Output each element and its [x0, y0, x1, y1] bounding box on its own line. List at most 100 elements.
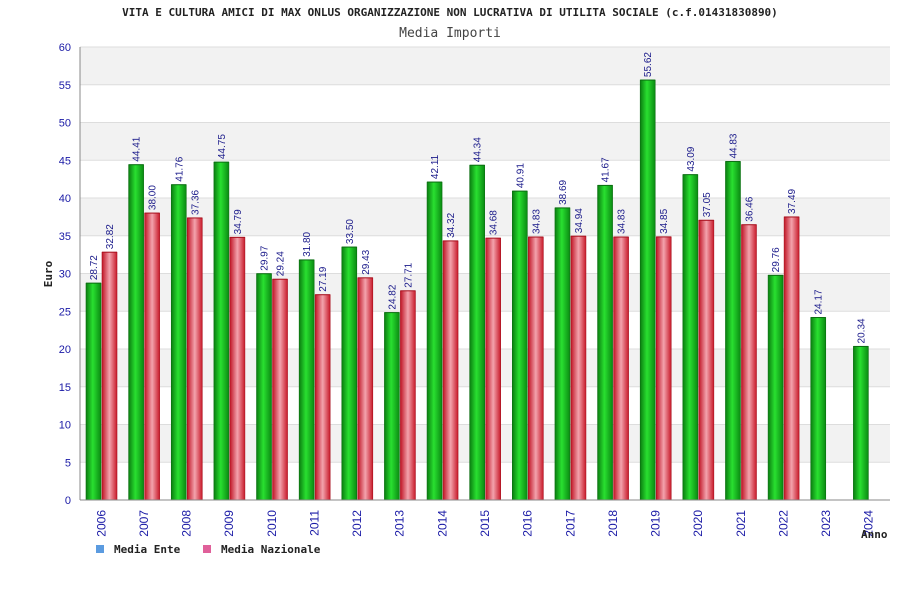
legend-label-media-nazionale: Media Nazionale [221, 543, 321, 556]
data-label-media-ente-2018: 41.67 [601, 157, 612, 182]
grid-band [80, 160, 890, 198]
legend-swatch-media-nazionale [203, 545, 211, 553]
y-tick-label: 45 [59, 155, 71, 167]
data-label-media-nazionale-2006: 32.82 [105, 224, 116, 249]
x-tick-label: 2006 [94, 510, 108, 537]
bar-media-nazionale-2009 [229, 237, 246, 501]
bar-media-ente-2011 [298, 259, 315, 501]
y-tick-label: 15 [59, 382, 71, 394]
bar-media-nazionale-2011 [314, 294, 331, 501]
data-label-media-nazionale-2008: 37.36 [190, 189, 201, 214]
bar-media-ente-2009 [213, 161, 230, 501]
data-label-media-ente-2021: 44.83 [728, 133, 739, 158]
data-label-media-nazionale-2014: 34.32 [446, 212, 457, 237]
data-label-media-ente-2020: 43.09 [686, 146, 697, 171]
x-tick-label: 2016 [521, 510, 535, 537]
data-label-media-nazionale-2018: 34.83 [617, 209, 628, 234]
grid-band [80, 122, 890, 161]
x-tick-label: 2009 [222, 510, 236, 537]
x-tick-label: 2007 [137, 510, 151, 537]
data-label-media-ente-2022: 29.76 [771, 247, 782, 272]
x-tick-label: 2011 [307, 510, 321, 536]
y-tick-label: 50 [59, 118, 71, 130]
bar-media-ente-2018 [597, 185, 613, 501]
data-label-media-nazionale-2007: 38.00 [148, 185, 159, 210]
data-label-media-nazionale-2021: 36.46 [744, 196, 755, 221]
x-tick-label: 2021 [734, 510, 748, 537]
y-tick-label: 60 [59, 42, 71, 54]
data-label-media-ente-2016: 40.91 [515, 163, 526, 188]
data-label-media-nazionale-2022: 37.49 [787, 188, 798, 213]
x-tick-label: 2018 [606, 510, 620, 537]
x-tick-label: 2010 [265, 510, 279, 537]
data-label-media-ente-2023: 24.17 [814, 289, 825, 314]
bar-media-ente-2010 [256, 273, 272, 501]
data-label-media-ente-2015: 44.34 [473, 137, 484, 162]
x-tick-label: 2024 [862, 510, 876, 537]
data-label-media-ente-2012: 33.50 [345, 219, 356, 244]
grid-band [80, 84, 890, 123]
data-label-media-nazionale-2019: 34.85 [659, 208, 670, 233]
bar-media-ente-2012 [341, 246, 358, 501]
x-tick-label: 2014 [435, 510, 449, 537]
chart-subtitle: Media Importi [399, 26, 501, 41]
x-tick-label: 2017 [563, 510, 577, 537]
data-label-media-nazionale-2011: 27.19 [318, 266, 329, 291]
x-tick-label: 2013 [393, 510, 407, 537]
bar-media-ente-2015 [469, 164, 485, 501]
bar-media-ente-2013 [384, 312, 400, 501]
bar-media-nazionale-2019 [655, 236, 672, 501]
data-label-media-nazionale-2020: 37.05 [702, 192, 713, 217]
data-label-media-ente-2013: 24.82 [387, 284, 398, 309]
x-tick-label: 2020 [691, 510, 705, 537]
data-label-media-nazionale-2009: 34.79 [233, 209, 244, 234]
legend-label-media-ente: Media Ente [114, 543, 181, 556]
data-label-media-ente-2008: 41.76 [174, 156, 185, 181]
x-tick-label: 2019 [649, 510, 663, 537]
bar-media-nazionale-2021 [741, 224, 757, 501]
bar-media-ente-2022 [767, 275, 784, 501]
y-axis-label: Euro [42, 260, 55, 287]
bar-media-nazionale-2012 [357, 277, 374, 501]
data-label-media-nazionale-2013: 27.71 [403, 262, 414, 287]
bar-media-nazionale-2022 [783, 216, 800, 501]
y-tick-label: 25 [59, 306, 71, 318]
x-axis-label: Anno [861, 528, 888, 541]
data-label-media-ente-2010: 29.97 [260, 245, 271, 270]
bar-media-nazionale-2010 [272, 278, 288, 501]
data-label-media-ente-2019: 55.62 [643, 52, 654, 77]
data-label-media-ente-2011: 31.80 [302, 231, 313, 256]
y-tick-label: 0 [65, 495, 71, 507]
bar-media-ente-2006 [85, 282, 102, 501]
data-label-media-nazionale-2016: 34.83 [531, 209, 542, 234]
data-label-media-ente-2014: 42.11 [430, 154, 441, 179]
y-tick-label: 40 [59, 193, 71, 205]
x-tick-label: 2012 [350, 510, 364, 537]
x-tick-label: 2022 [776, 510, 790, 537]
x-tick-label: 2023 [819, 510, 833, 537]
bar-media-nazionale-2008 [186, 217, 203, 501]
data-label-media-nazionale-2017: 34.94 [574, 208, 585, 233]
bar-media-nazionale-2014 [442, 240, 459, 501]
data-label-media-ente-2009: 44.75 [217, 134, 228, 159]
bar-media-nazionale-2016 [528, 236, 544, 501]
y-tick-label: 55 [59, 80, 71, 92]
bar-media-nazionale-2015 [485, 237, 501, 501]
data-label-media-ente-2024: 20.34 [856, 318, 867, 343]
data-label-media-ente-2017: 38.69 [558, 179, 569, 204]
bar-media-ente-2023 [810, 317, 827, 501]
bar-media-ente-2008 [170, 184, 187, 501]
x-tick-label: 2015 [478, 510, 492, 537]
data-label-media-nazionale-2010: 29.24 [276, 251, 287, 276]
bar-media-nazionale-2006 [101, 251, 118, 501]
y-tick-label: 5 [65, 457, 71, 469]
bar-media-ente-2024 [853, 346, 869, 501]
bar-media-ente-2017 [554, 207, 571, 501]
grid-band [80, 47, 890, 85]
x-tick-label: 2008 [180, 510, 194, 537]
bar-media-ente-2020 [682, 174, 699, 501]
legend-swatch-media-ente [96, 545, 104, 553]
y-tick-label: 10 [59, 420, 71, 432]
data-label-media-ente-2007: 44.41 [132, 136, 143, 161]
